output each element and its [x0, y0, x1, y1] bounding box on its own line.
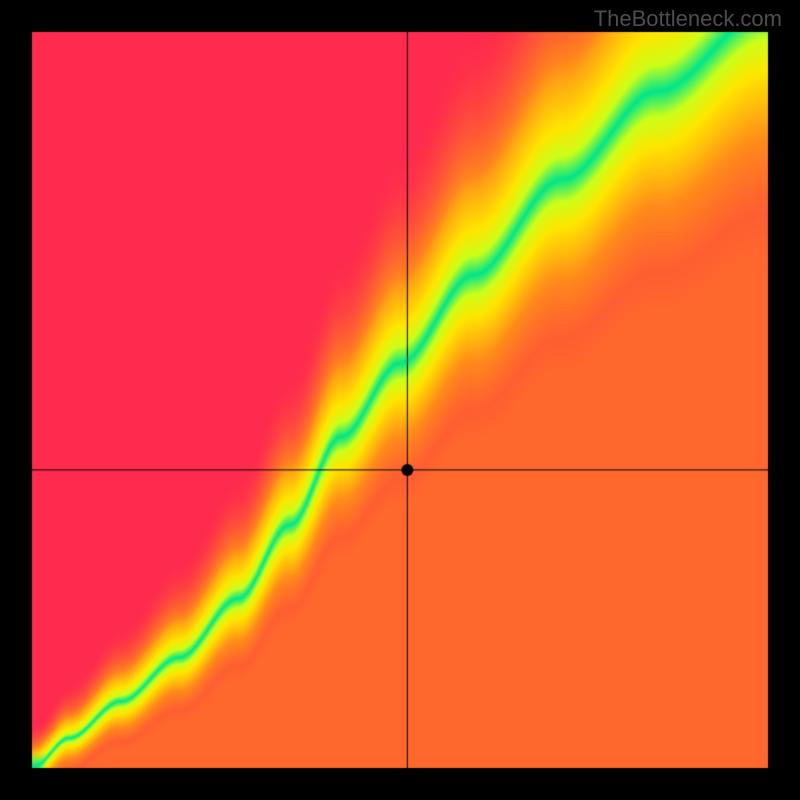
- heatmap-canvas: [0, 0, 800, 800]
- watermark-text: TheBottleneck.com: [594, 6, 782, 32]
- chart-container: TheBottleneck.com: [0, 0, 800, 800]
